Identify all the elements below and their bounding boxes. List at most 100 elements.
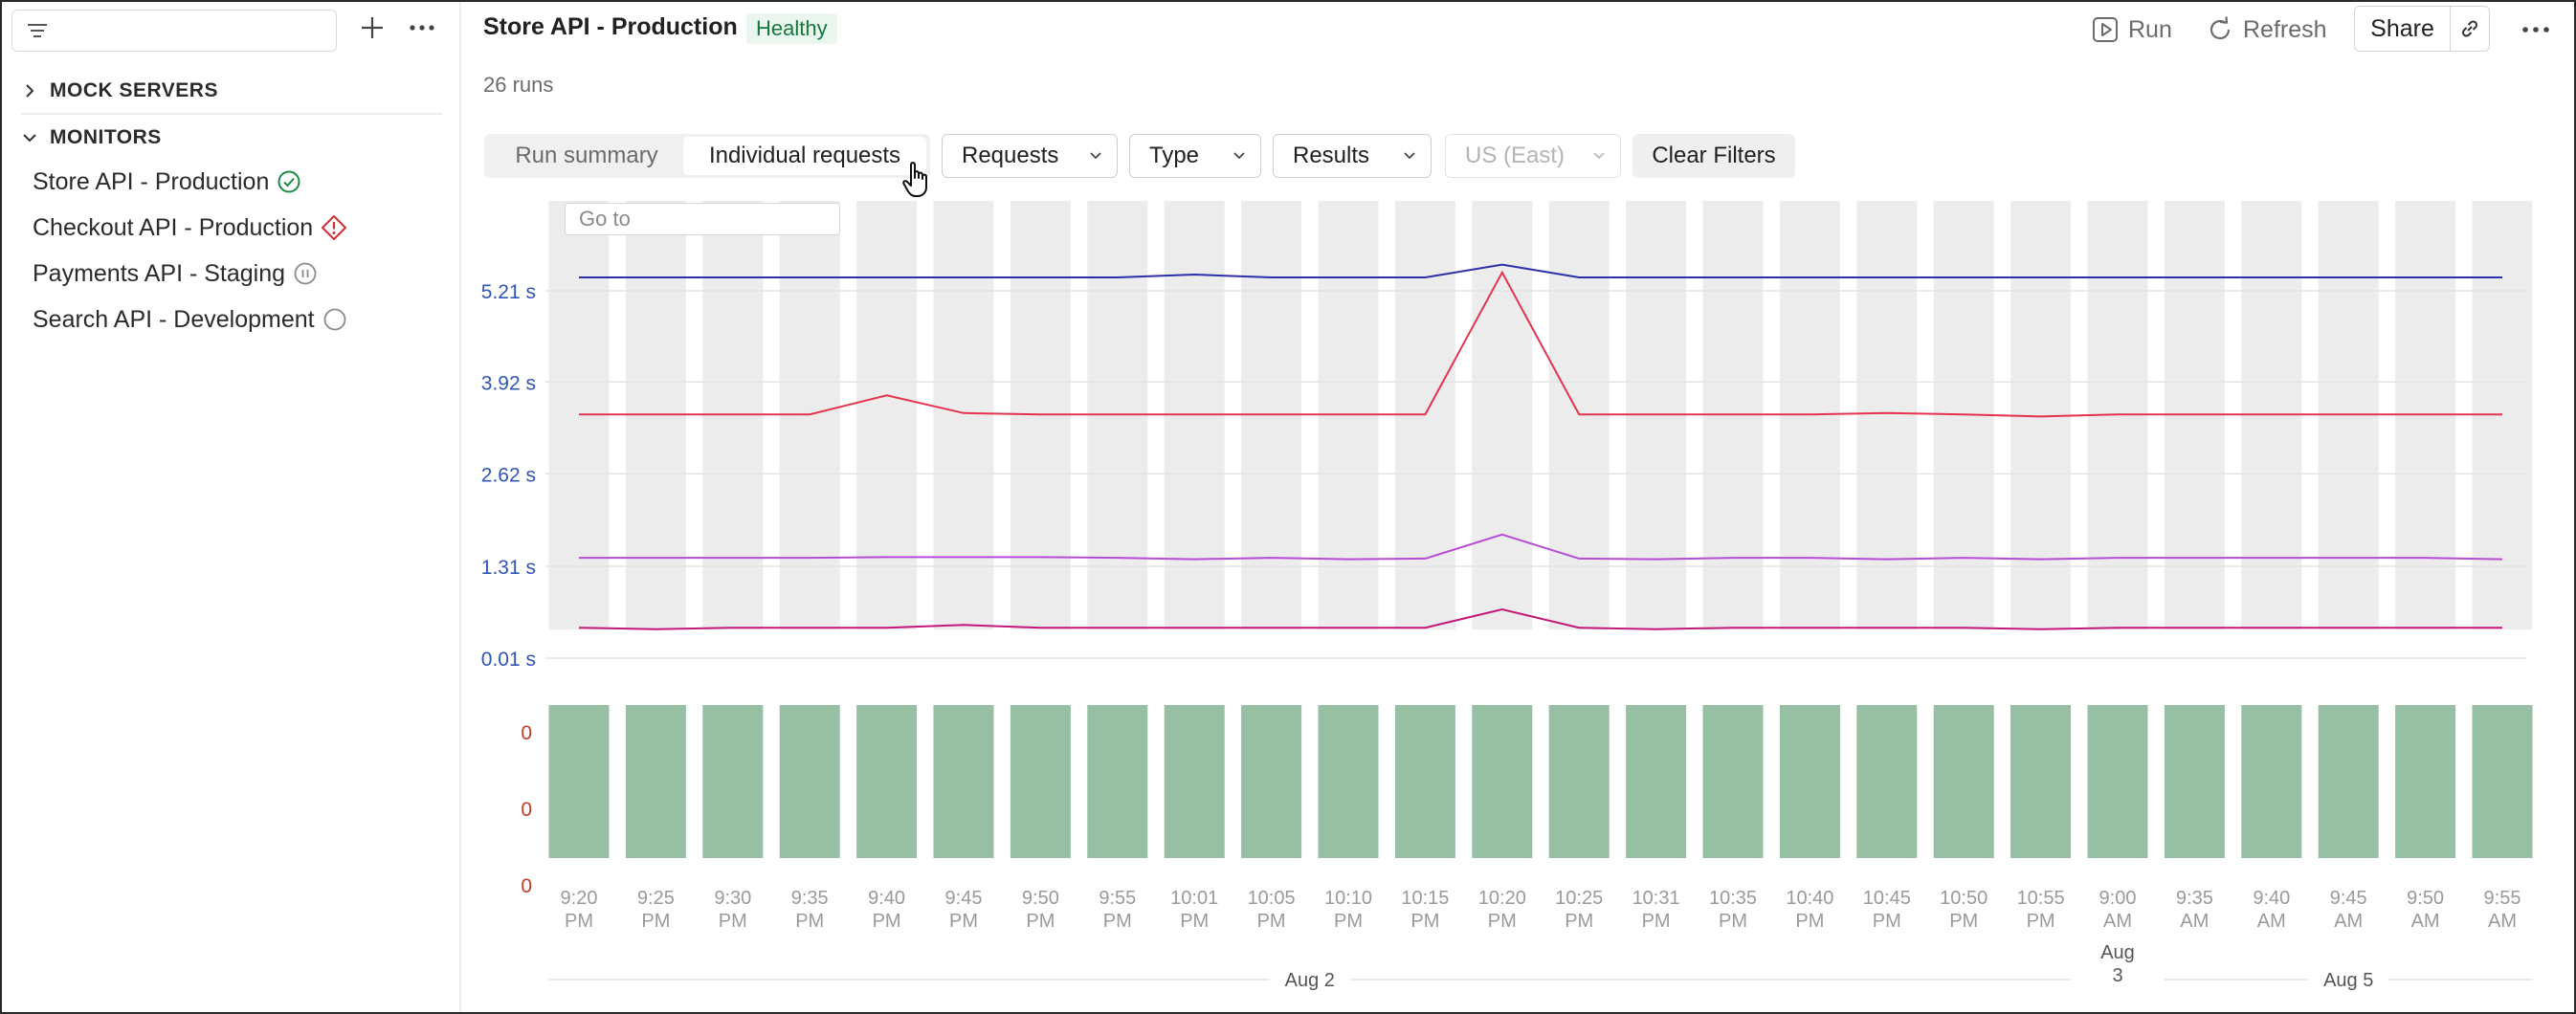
- x-tick-label: 9:00 AM: [2099, 888, 2137, 932]
- monitor-name: Checkout API - Production: [33, 213, 314, 241]
- sidebar-item-payments-api[interactable]: Payments API - Staging: [33, 256, 318, 291]
- chevron-down-icon: [1090, 152, 1101, 160]
- sidebar-item-search-api[interactable]: Search API - Development: [33, 302, 347, 337]
- chart-column: [856, 201, 918, 629]
- x-tick-label: 10:05 PM: [1248, 888, 1296, 932]
- x-tick-label: 10:25 PM: [1555, 888, 1603, 932]
- dropdown-label: Results: [1293, 143, 1370, 168]
- x-tick-label: 10:35 PM: [1709, 888, 1757, 932]
- x-tick-label: 9:40 AM: [2253, 888, 2290, 932]
- empty-circle-icon: [323, 308, 345, 331]
- count-bar: [1856, 705, 1918, 858]
- x-tick-label: 9:50 PM: [1022, 888, 1059, 932]
- run-label: Run: [2128, 15, 2172, 43]
- x-tick-label: 9:55 AM: [2484, 888, 2521, 932]
- sidebar-toolbar: [2, 2, 459, 55]
- clear-filters-button[interactable]: Clear Filters: [1632, 134, 1795, 178]
- region-dropdown[interactable]: US (East): [1445, 134, 1621, 178]
- x-tick-label: 9:55 PM: [1099, 888, 1136, 932]
- count-bar: [2318, 705, 2379, 858]
- runs-count: 26 runs: [483, 73, 554, 97]
- count-bar: [702, 705, 764, 858]
- count-tick-label: 0: [521, 875, 532, 897]
- monitor-name: Search API - Development: [33, 305, 315, 333]
- status-badge: Healthy: [746, 13, 837, 44]
- share-button[interactable]: Share: [2355, 7, 2451, 51]
- tab-run-summary[interactable]: Run summary: [515, 143, 658, 168]
- count-bar: [2010, 705, 2072, 858]
- date-label: Aug 3: [2100, 942, 2135, 986]
- series-line: [578, 607, 2502, 630]
- requests-dropdown[interactable]: Requests: [942, 134, 1118, 178]
- run-button[interactable]: Run: [2092, 10, 2172, 50]
- section-mock-servers[interactable]: MOCK SERVERS: [21, 77, 218, 105]
- count-bar: [1626, 705, 1687, 858]
- chevron-down-icon: [1233, 152, 1245, 160]
- refresh-button[interactable]: Refresh: [2207, 10, 2327, 50]
- count-bar: [2087, 705, 2148, 858]
- divider: [21, 113, 442, 115]
- dropdown-label: Type: [1149, 143, 1200, 168]
- y-tick-label: 0.01 s: [481, 649, 536, 671]
- count-bar: [1087, 705, 1148, 858]
- dropdown-label: US (East): [1465, 143, 1566, 168]
- section-label: MONITORS: [50, 126, 162, 148]
- copy-link-button[interactable]: [2451, 7, 2489, 51]
- monitor-name: Store API - Production: [33, 167, 270, 195]
- chevron-down-icon: [23, 134, 36, 143]
- x-tick-label: 10:01 PM: [1170, 888, 1218, 932]
- count-bar: [1394, 705, 1455, 858]
- count-tick-label: 0: [521, 722, 532, 744]
- sidebar-item-checkout-api[interactable]: Checkout API - Production: [33, 210, 347, 245]
- more-options-icon[interactable]: [406, 13, 438, 42]
- x-tick-label: 9:50 AM: [2407, 888, 2444, 932]
- count-bar: [548, 705, 610, 858]
- section-monitors[interactable]: MONITORS: [21, 123, 162, 152]
- hand-cursor-icon: [902, 162, 927, 197]
- more-options-icon[interactable]: [2517, 13, 2555, 46]
- count-bar: [1164, 705, 1225, 858]
- count-bar: [1779, 705, 1840, 858]
- warning-diamond-icon: [322, 215, 347, 240]
- count-bar: [779, 705, 840, 858]
- x-tick-label: 10:45 PM: [1863, 888, 1911, 932]
- x-tick-label: 10:31 PM: [1632, 888, 1680, 932]
- y-tick-label: 1.31 s: [481, 557, 536, 579]
- dropdown-label: Requests: [962, 143, 1059, 168]
- count-bar: [1010, 705, 1071, 858]
- count-bar: [1318, 705, 1379, 858]
- count-bar: [2472, 705, 2533, 858]
- x-tick-label: 9:20 PM: [561, 888, 598, 932]
- check-circle-icon: [278, 170, 300, 193]
- pause-circle-icon: [294, 262, 317, 285]
- date-label: Aug 2: [1285, 970, 1335, 991]
- count-bar: [1702, 705, 1764, 858]
- y-tick-label: 5.21 s: [481, 281, 536, 303]
- sidebar-filter-input[interactable]: [11, 10, 337, 52]
- count-bar: [2241, 705, 2302, 858]
- type-dropdown[interactable]: Type: [1129, 134, 1261, 178]
- x-tick-label: 9:30 PM: [714, 888, 751, 932]
- tab-individual-requests[interactable]: Individual requests: [683, 137, 926, 175]
- link-icon: [2461, 20, 2478, 37]
- add-icon[interactable]: [358, 13, 387, 42]
- count-tick-label: 0: [521, 799, 532, 821]
- x-tick-label: 9:40 PM: [868, 888, 905, 932]
- sidebar-item-store-api[interactable]: Store API - Production: [33, 165, 301, 199]
- results-dropdown[interactable]: Results: [1273, 134, 1432, 178]
- series-line: [579, 270, 2502, 418]
- view-toggle: Run summary Individual requests: [484, 134, 930, 178]
- x-tick-label: 9:35 AM: [2176, 888, 2213, 932]
- chevron-right-icon: [26, 84, 34, 98]
- count-bar: [856, 705, 918, 858]
- goto-input[interactable]: Go to: [565, 203, 840, 235]
- count-bar: [625, 705, 686, 858]
- x-tick-label: 9:45 PM: [945, 888, 983, 932]
- x-tick-label: 9:35 PM: [791, 888, 829, 932]
- monitor-name: Payments API - Staging: [33, 259, 286, 287]
- x-tick-label: 10:50 PM: [1940, 888, 1988, 932]
- sidebar: MOCK SERVERS MONITORS Store API - Produc…: [2, 2, 461, 1012]
- series-line: [579, 533, 2503, 561]
- share-group: Share: [2354, 6, 2490, 52]
